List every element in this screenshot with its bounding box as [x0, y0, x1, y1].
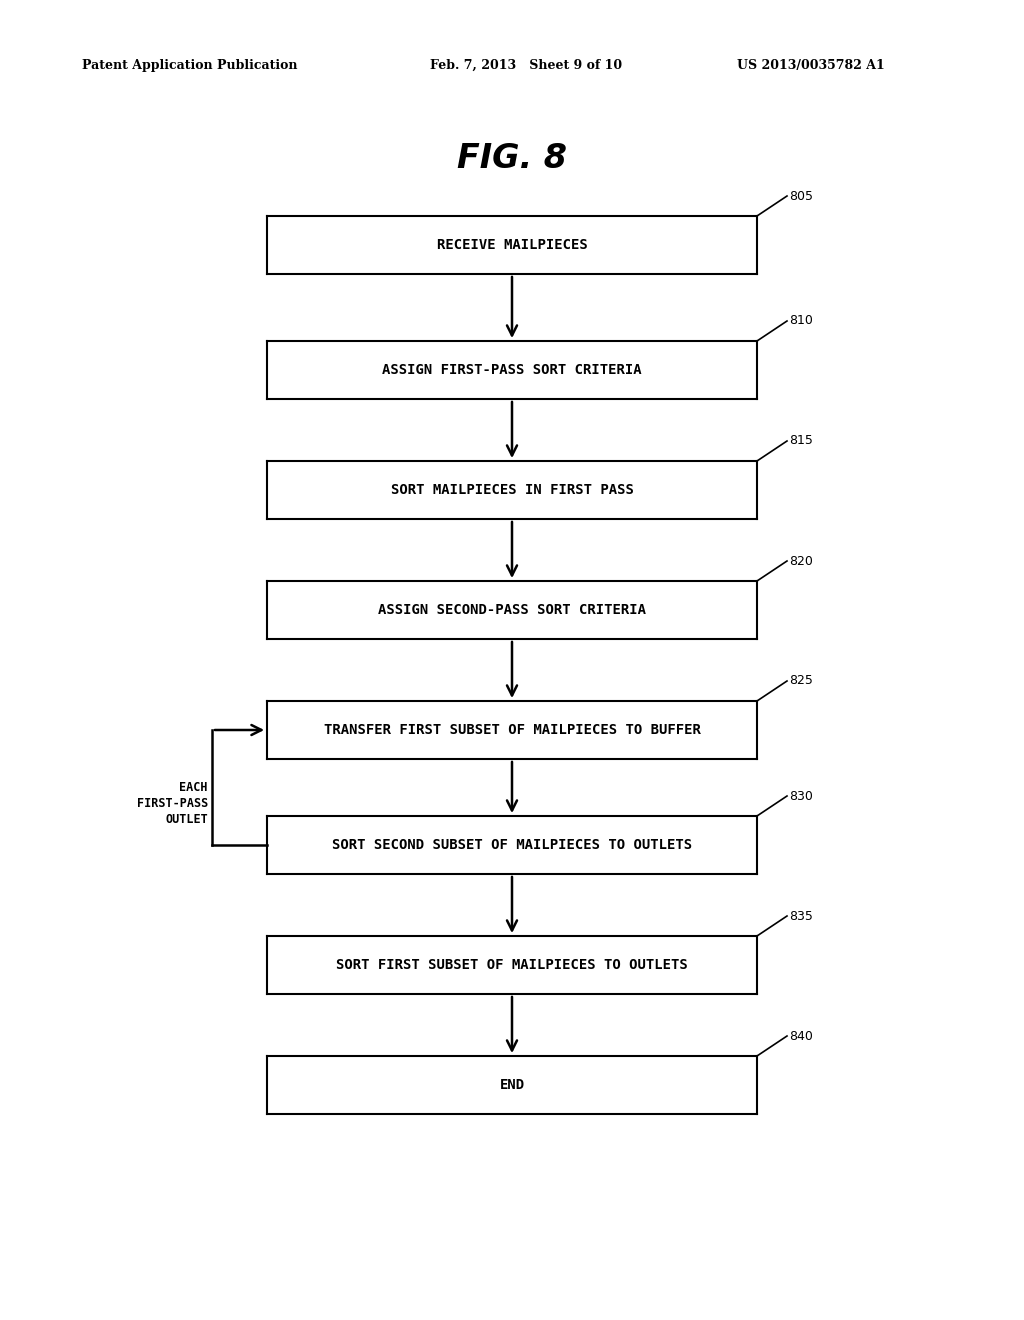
Text: SORT MAILPIECES IN FIRST PASS: SORT MAILPIECES IN FIRST PASS — [390, 483, 634, 498]
Text: RECEIVE MAILPIECES: RECEIVE MAILPIECES — [436, 238, 588, 252]
Text: Patent Application Publication: Patent Application Publication — [82, 58, 297, 71]
Text: US 2013/0035782 A1: US 2013/0035782 A1 — [737, 58, 885, 71]
Text: 840: 840 — [790, 1030, 813, 1043]
Text: 825: 825 — [790, 675, 813, 688]
Text: 835: 835 — [790, 909, 813, 923]
Text: ASSIGN FIRST-PASS SORT CRITERIA: ASSIGN FIRST-PASS SORT CRITERIA — [382, 363, 642, 378]
Text: 810: 810 — [790, 314, 813, 327]
Text: EACH: EACH — [179, 781, 208, 795]
Text: SORT FIRST SUBSET OF MAILPIECES TO OUTLETS: SORT FIRST SUBSET OF MAILPIECES TO OUTLE… — [336, 958, 688, 972]
Text: FIRST-PASS: FIRST-PASS — [137, 797, 208, 810]
Text: SORT SECOND SUBSET OF MAILPIECES TO OUTLETS: SORT SECOND SUBSET OF MAILPIECES TO OUTL… — [332, 838, 692, 851]
Text: OUTLET: OUTLET — [165, 813, 208, 826]
Text: 830: 830 — [790, 789, 813, 803]
Text: 815: 815 — [790, 434, 813, 447]
Text: Feb. 7, 2013   Sheet 9 of 10: Feb. 7, 2013 Sheet 9 of 10 — [430, 58, 623, 71]
Text: TRANSFER FIRST SUBSET OF MAILPIECES TO BUFFER: TRANSFER FIRST SUBSET OF MAILPIECES TO B… — [324, 723, 700, 737]
Text: 805: 805 — [790, 190, 813, 202]
Text: END: END — [500, 1078, 524, 1092]
Text: ASSIGN SECOND-PASS SORT CRITERIA: ASSIGN SECOND-PASS SORT CRITERIA — [378, 603, 646, 616]
Text: 820: 820 — [790, 554, 813, 568]
Text: FIG. 8: FIG. 8 — [457, 141, 567, 174]
